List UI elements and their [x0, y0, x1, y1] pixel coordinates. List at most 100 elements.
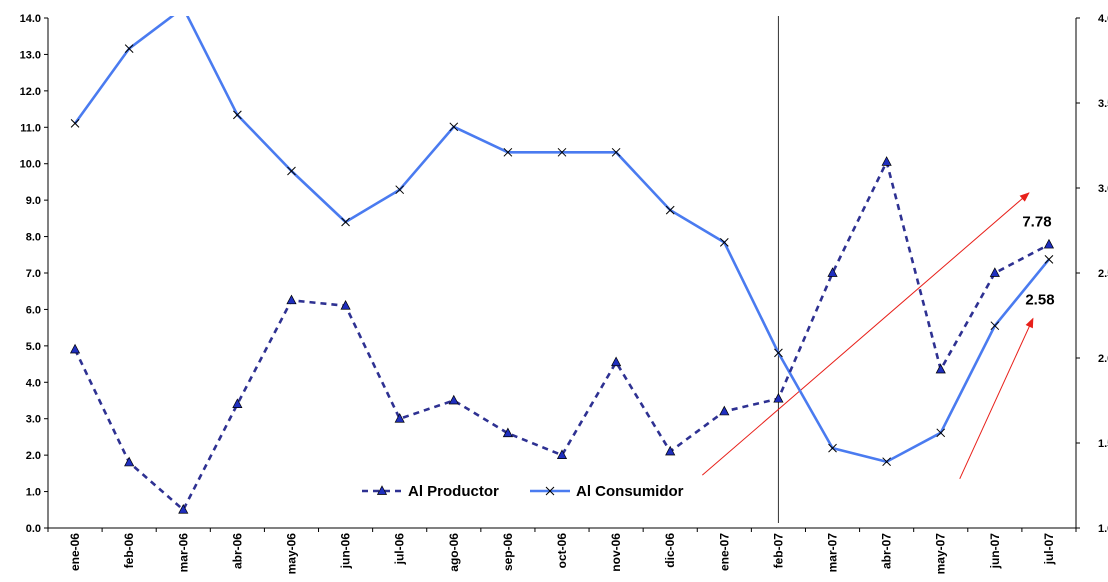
- x-marker-stroke: [287, 166, 296, 176]
- legend-label-al-consumidor: Al Consumidor: [576, 483, 684, 500]
- right-y-tick-label: 2.5: [1098, 268, 1108, 280]
- point-al-productor: [556, 449, 568, 459]
- x-marker-stroke: [449, 122, 459, 132]
- point-al-productor: [69, 343, 81, 354]
- left-y-tick-label: 14.0: [20, 13, 41, 25]
- left-y-tick-label: 3.0: [26, 414, 41, 426]
- left-y-tick-label: 2.0: [26, 450, 41, 462]
- x-tick-label: jul-06: [393, 533, 407, 566]
- data-label-al-productor: 7.78: [1022, 214, 1051, 231]
- left-y-tick-label: 11.0: [20, 122, 41, 134]
- right-y-tick-label: 1.5: [1098, 438, 1108, 450]
- x-tick-label: ene-07: [717, 533, 731, 571]
- point-al-productor: [935, 363, 946, 374]
- x-tick-label: jun-06: [339, 533, 353, 570]
- point-al-consumidor: [557, 147, 567, 157]
- point-al-consumidor: [70, 119, 80, 128]
- left-y-tick-label: 5.0: [26, 341, 41, 353]
- point-al-productor: [178, 504, 189, 514]
- x-marker-stroke: [233, 110, 242, 120]
- data-label-al-consumidor: 2.58: [1025, 291, 1054, 308]
- point-al-consumidor: [936, 428, 946, 438]
- x-tick-label: nov-06: [609, 533, 623, 572]
- point-al-productor: [232, 398, 243, 408]
- left-y-tick-label: 8.0: [26, 232, 41, 244]
- left-y-tick-label: 0.0: [26, 523, 41, 535]
- point-al-consumidor: [990, 321, 1000, 331]
- x-tick-label: jun-07: [988, 533, 1002, 570]
- point-al-productor: [881, 156, 892, 166]
- point-al-consumidor: [1044, 255, 1054, 264]
- point-al-productor: [719, 405, 730, 416]
- legend-marker-al-consumidor: [545, 486, 555, 496]
- x-tick-label: abr-07: [880, 533, 894, 569]
- point-al-consumidor: [882, 457, 891, 467]
- x-marker-stroke: [70, 119, 80, 128]
- x-tick-label: feb-07: [771, 533, 785, 569]
- x-marker-stroke: [936, 428, 946, 438]
- point-al-consumidor: [611, 147, 621, 157]
- point-al-productor: [989, 267, 1000, 277]
- point-al-consumidor: [719, 238, 729, 247]
- x-marker-stroke: [557, 147, 567, 157]
- x-tick-label: sep-06: [501, 533, 515, 571]
- left-y-tick-label: 6.0: [26, 304, 41, 316]
- point-al-productor: [124, 456, 135, 467]
- left-y-tick-label: 13.0: [20, 49, 41, 61]
- data-labels: 7.78 2.58: [1022, 214, 1054, 309]
- x-tick-label: ene-06: [68, 533, 82, 571]
- series-layer: [69, 16, 1055, 514]
- point-al-productor: [1043, 238, 1055, 249]
- point-al-productor: [827, 267, 838, 277]
- trend-arrow-productor: [701, 192, 1030, 476]
- x-tick-label: feb-06: [122, 533, 136, 569]
- point-al-productor: [665, 445, 676, 456]
- left-y-ticks: 0.0 1.0 2.0 3.0 4.0 5.0 6.0 7.0 8.0 9.0 10.0 11.0 12…: [20, 13, 48, 535]
- left-y-tick-label: 1.0: [26, 487, 41, 499]
- x-marker-stroke: [1044, 255, 1054, 264]
- x-marker-stroke: [341, 217, 350, 227]
- x-tick-label: dic-06: [663, 533, 677, 568]
- left-y-tick-label: 10.0: [20, 159, 41, 171]
- left-y-tick-label: 12.0: [20, 86, 41, 98]
- x-marker-stroke: [990, 321, 1000, 331]
- x-tick-label: mar-07: [826, 533, 840, 573]
- trend-arrows: [701, 192, 1034, 480]
- x-tick-label: may-07: [934, 533, 948, 575]
- point-al-consumidor: [287, 166, 296, 176]
- point-al-productor: [611, 356, 622, 367]
- right-y-tick-label: 1.0: [1098, 523, 1108, 535]
- x-tick-label: oct-06: [555, 533, 569, 569]
- left-y-tick-label: 4.0: [26, 377, 41, 389]
- point-al-productor: [286, 294, 297, 305]
- x-ticks: ene-06 feb-06 mar-06 abr-06 may-06 jun-06 jul-…: [47, 528, 1077, 575]
- x-marker-stroke: [503, 147, 513, 157]
- right-y-tick-label: 2.0: [1098, 353, 1108, 365]
- legend-label-al-productor: Al Productor: [408, 483, 499, 500]
- left-y-tick-label: 9.0: [26, 195, 41, 207]
- x-tick-label: jul-07: [1042, 533, 1056, 566]
- right-y-ticks: 1.0 1.5 2.0 2.5 3.0 3.5 4.0: [1076, 13, 1108, 535]
- point-al-consumidor: [341, 217, 350, 227]
- point-al-productor: [340, 300, 351, 310]
- point-al-productor: [502, 427, 513, 438]
- point-al-consumidor: [395, 185, 405, 195]
- x-marker-stroke: [828, 443, 837, 453]
- x-marker-stroke: [124, 44, 134, 53]
- x-tick-label: may-06: [284, 533, 298, 575]
- legend: Al Productor Al Consumidor: [362, 483, 684, 500]
- trend-arrow-consumidor: [959, 317, 1034, 480]
- point-al-consumidor: [503, 147, 513, 157]
- point-al-productor: [773, 392, 784, 403]
- point-al-consumidor: [449, 122, 459, 132]
- x-marker-stroke: [665, 205, 675, 215]
- point-al-productor: [394, 412, 405, 423]
- legend-marker-al-productor: [376, 485, 388, 495]
- point-al-consumidor: [774, 348, 783, 358]
- x-marker-stroke: [395, 185, 405, 195]
- right-y-tick-label: 3.0: [1098, 183, 1108, 195]
- x-tick-label: ago-06: [447, 533, 461, 572]
- point-al-consumidor: [828, 443, 837, 453]
- x-marker-stroke: [719, 238, 729, 247]
